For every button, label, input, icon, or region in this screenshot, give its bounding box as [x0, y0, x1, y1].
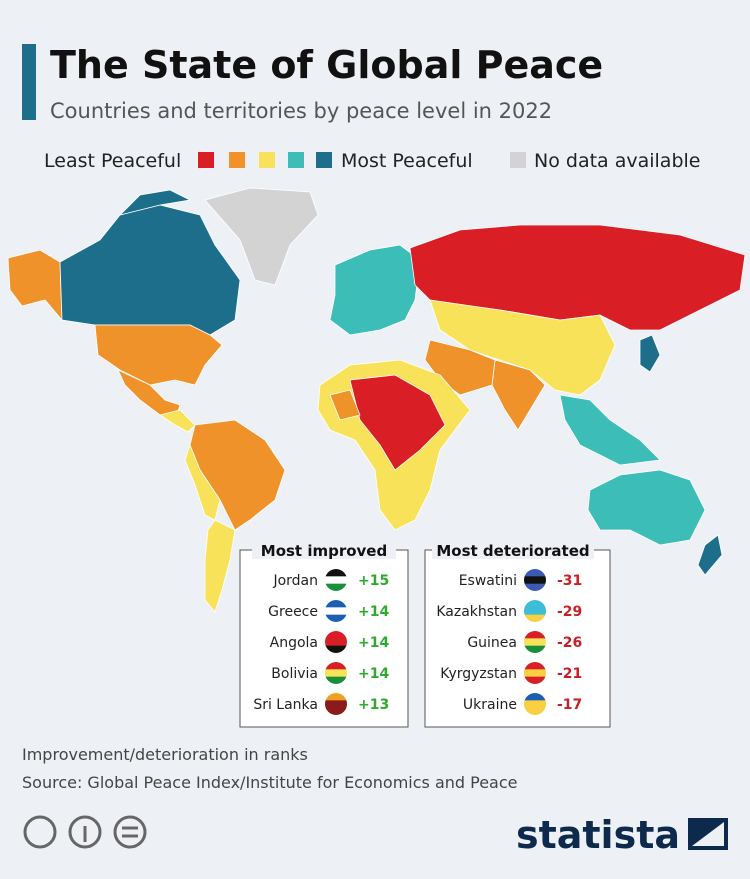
flag-stripe — [524, 569, 546, 577]
flag-stripe — [524, 583, 546, 591]
table-box — [424, 549, 611, 728]
brand-logo: statista — [516, 813, 680, 857]
flag-stripe — [325, 576, 347, 585]
flag-stripe — [325, 669, 347, 678]
rank-change: -21 — [557, 666, 582, 682]
flag-stripe — [524, 700, 546, 709]
flag-stripe — [325, 676, 347, 684]
legend-swatch — [288, 152, 304, 168]
flag-stripe — [524, 693, 546, 701]
flag-stripe — [524, 607, 546, 616]
legend-swatch — [316, 152, 332, 168]
flag-stripe — [524, 638, 546, 647]
flag-stripe — [524, 676, 546, 684]
flag-stripe — [325, 631, 347, 639]
country-name: Angola — [270, 635, 318, 651]
table-box — [239, 549, 409, 728]
flag-stripe — [325, 638, 347, 647]
country-name: Ukraine — [463, 697, 517, 713]
flag-stripe — [524, 576, 546, 585]
table-title-bg — [252, 541, 396, 559]
brand-mark — [688, 818, 728, 850]
title: The State of Global Peace — [50, 43, 603, 87]
flag-stripe — [325, 583, 347, 591]
license-icons — [23, 815, 147, 849]
flag-stripe — [325, 693, 347, 701]
usa — [94, 324, 223, 386]
nd-icon — [113, 815, 147, 849]
deteriorated-table: Most deteriorated — [424, 541, 611, 728]
greenland — [204, 187, 319, 286]
country-name: Bolivia — [271, 666, 318, 682]
flag-stripe — [325, 600, 347, 608]
rank-change: -17 — [557, 697, 582, 713]
flag-stripe — [325, 707, 347, 715]
alaska — [7, 249, 63, 322]
source: Source: Global Peace Index/Institute for… — [22, 773, 518, 792]
country-name: Guinea — [467, 635, 517, 651]
central-america — [159, 409, 196, 433]
flag-stripe — [524, 631, 546, 639]
flag-stripe — [325, 607, 347, 616]
legend-least: Least Peaceful — [44, 150, 181, 172]
table-title-bg — [432, 541, 594, 559]
new-zealand — [697, 534, 723, 576]
legend-swatch — [259, 152, 275, 168]
legend-swatch — [510, 152, 526, 168]
by-icon — [68, 815, 102, 849]
improved-table: Most improved — [239, 541, 409, 728]
flag-stripe — [325, 645, 347, 653]
table-title: Most deteriorated — [436, 542, 589, 560]
peru-bolivia — [184, 443, 221, 521]
rank-change: +14 — [358, 635, 389, 651]
flag-stripe — [524, 662, 546, 670]
world-map — [7, 187, 746, 613]
country-name: Jordan — [272, 573, 318, 589]
australia — [587, 469, 706, 546]
flag-stripe — [325, 569, 347, 577]
canada-islands — [118, 189, 192, 216]
country-name: Sri Lanka — [253, 697, 318, 713]
rank-change: -29 — [557, 604, 582, 620]
flag-stripe — [524, 614, 546, 622]
flag-stripe — [524, 645, 546, 653]
legend-no-data: No data available — [534, 150, 700, 172]
legend-most: Most Peaceful — [341, 150, 473, 172]
country-name: Eswatini — [459, 573, 517, 589]
flag-stripe — [325, 614, 347, 622]
india — [491, 359, 546, 431]
legend: Least Peaceful Most Peaceful No data ava… — [44, 150, 700, 172]
southeast-asia — [559, 394, 661, 466]
rank-change: +15 — [358, 573, 389, 589]
footnote: Improvement/deterioration in ranks — [22, 745, 308, 764]
rank-change: -31 — [557, 573, 582, 589]
flag-stripe — [524, 669, 546, 678]
flag-stripe — [524, 707, 546, 715]
accent-bar — [22, 44, 36, 120]
flag-stripe — [524, 600, 546, 608]
rank-change: -26 — [557, 635, 582, 651]
cc-icon — [23, 815, 57, 849]
country-name: Kyrgyzstan — [440, 666, 517, 682]
rank-change: +14 — [358, 666, 389, 682]
flag-stripe — [325, 700, 347, 709]
rank-change: +13 — [358, 697, 389, 713]
subtitle: Countries and territories by peace level… — [50, 99, 552, 123]
west-africa — [329, 389, 361, 421]
sahel — [349, 374, 446, 471]
argentina-chile — [204, 519, 236, 613]
flag-stripe — [325, 662, 347, 670]
country-name: Kazakhstan — [436, 604, 517, 620]
table-title: Most improved — [261, 542, 387, 560]
legend-swatch — [198, 152, 214, 168]
japan — [639, 334, 661, 373]
europe — [329, 244, 421, 336]
rank-change: +14 — [358, 604, 389, 620]
legend-swatch — [229, 152, 245, 168]
country-name: Greece — [268, 604, 318, 620]
